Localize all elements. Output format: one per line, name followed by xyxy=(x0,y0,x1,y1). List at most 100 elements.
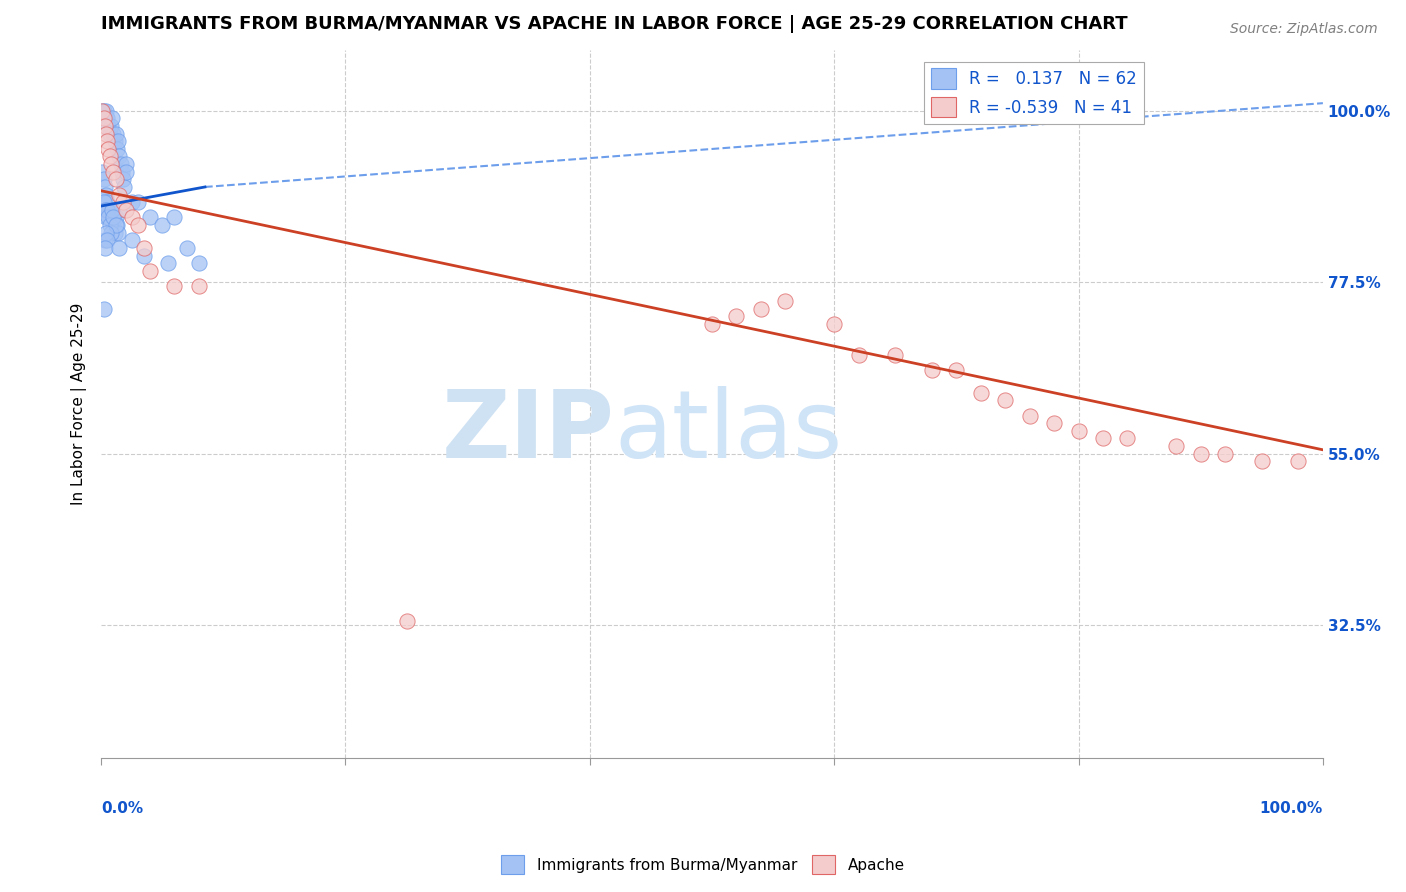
Point xyxy=(97,211,120,225)
Point xyxy=(187,279,209,293)
Text: ZIP: ZIP xyxy=(441,386,614,478)
Point xyxy=(97,202,120,217)
Point xyxy=(96,195,118,210)
Point xyxy=(749,301,772,316)
Point xyxy=(848,348,870,362)
Point xyxy=(1189,447,1212,461)
Point xyxy=(163,279,186,293)
Point xyxy=(157,256,180,270)
Text: Source: ZipAtlas.com: Source: ZipAtlas.com xyxy=(1230,22,1378,37)
Point xyxy=(1250,454,1272,468)
Point xyxy=(945,363,967,377)
Point xyxy=(93,112,115,126)
Point xyxy=(1288,454,1310,468)
Point xyxy=(94,119,117,133)
Point xyxy=(1116,431,1139,445)
Point xyxy=(1213,447,1236,461)
Point xyxy=(94,241,117,255)
Point xyxy=(103,134,125,148)
Point xyxy=(103,226,125,240)
Point xyxy=(121,211,143,225)
Text: 100.0%: 100.0% xyxy=(1260,801,1323,816)
Point xyxy=(97,119,120,133)
Point xyxy=(1018,409,1040,423)
Point xyxy=(1043,416,1066,430)
Point xyxy=(94,233,117,247)
Point xyxy=(121,233,143,247)
Point xyxy=(94,127,117,141)
Point xyxy=(163,211,186,225)
Point xyxy=(103,218,125,232)
Point xyxy=(107,134,129,148)
Point xyxy=(98,218,121,232)
Point xyxy=(103,127,125,141)
Point xyxy=(127,218,149,232)
Point xyxy=(127,195,149,210)
Point xyxy=(96,202,118,217)
Point xyxy=(775,294,797,309)
Point xyxy=(104,127,127,141)
Point xyxy=(132,248,155,262)
Point xyxy=(93,301,115,316)
Point xyxy=(725,310,748,324)
Point xyxy=(823,317,845,331)
Point xyxy=(100,157,122,171)
Point xyxy=(91,103,114,118)
Point xyxy=(108,202,131,217)
Point xyxy=(98,211,121,225)
Y-axis label: In Labor Force | Age 25-29: In Labor Force | Age 25-29 xyxy=(72,303,87,505)
Point xyxy=(884,348,907,362)
Point xyxy=(96,112,118,126)
Point xyxy=(94,211,117,225)
Point xyxy=(101,112,124,126)
Point xyxy=(114,157,136,171)
Point xyxy=(97,142,120,156)
Legend: Immigrants from Burma/Myanmar, Apache: Immigrants from Burma/Myanmar, Apache xyxy=(495,849,911,880)
Point xyxy=(96,233,118,247)
Point xyxy=(107,226,129,240)
Text: atlas: atlas xyxy=(614,386,842,478)
Point xyxy=(176,241,198,255)
Point xyxy=(700,317,723,331)
Point xyxy=(395,614,418,628)
Point xyxy=(105,142,128,156)
Point xyxy=(187,256,209,270)
Point xyxy=(100,119,122,133)
Point xyxy=(970,385,993,400)
Point xyxy=(114,202,136,217)
Legend: R =   0.137   N = 62, R = -0.539   N = 41: R = 0.137 N = 62, R = -0.539 N = 41 xyxy=(924,62,1143,124)
Point xyxy=(108,187,131,202)
Point xyxy=(94,187,117,202)
Point xyxy=(112,195,135,210)
Point xyxy=(91,165,114,179)
Point xyxy=(101,211,124,225)
Point xyxy=(112,172,135,186)
Point xyxy=(104,218,127,232)
Point xyxy=(108,149,131,163)
Point xyxy=(101,202,124,217)
Point xyxy=(921,363,943,377)
Point xyxy=(110,157,132,171)
Point xyxy=(104,172,127,186)
Point xyxy=(91,103,114,118)
Point xyxy=(150,218,173,232)
Point xyxy=(96,134,118,148)
Point xyxy=(93,195,115,210)
Text: 0.0%: 0.0% xyxy=(101,801,143,816)
Point xyxy=(112,180,135,194)
Point xyxy=(121,195,143,210)
Point xyxy=(94,180,117,194)
Point xyxy=(94,202,117,217)
Point xyxy=(1067,424,1090,438)
Point xyxy=(132,241,155,255)
Point xyxy=(139,211,162,225)
Point xyxy=(1166,439,1188,453)
Point xyxy=(105,218,128,232)
Point xyxy=(94,112,117,126)
Point xyxy=(1091,431,1114,445)
Point xyxy=(111,165,134,179)
Point xyxy=(103,165,125,179)
Point xyxy=(100,202,122,217)
Point xyxy=(93,103,115,118)
Point xyxy=(100,226,122,240)
